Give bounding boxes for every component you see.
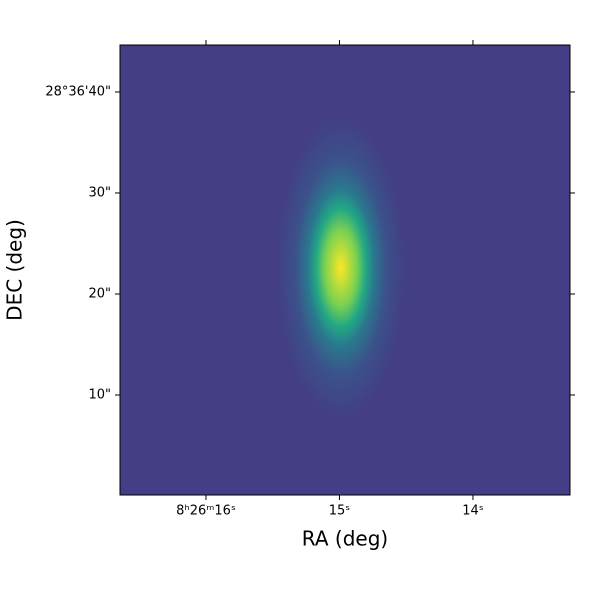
source-blob [276, 116, 405, 420]
x-tick-label: 8ʰ26ᵐ16ˢ [176, 504, 236, 519]
plot-frame [119, 44, 571, 496]
y-tick-label: 28°36'40" [45, 84, 111, 99]
x-tick-label: 14ˢ [462, 504, 484, 519]
y-tick-label: 20" [88, 286, 111, 301]
x-tick-label: 15ˢ [329, 504, 351, 519]
y-axis-label: DEC (deg) [3, 219, 27, 321]
x-axis-label: RA (deg) [302, 527, 388, 551]
y-tick-label: 10" [88, 388, 111, 403]
y-tick-label: 30" [88, 185, 111, 200]
